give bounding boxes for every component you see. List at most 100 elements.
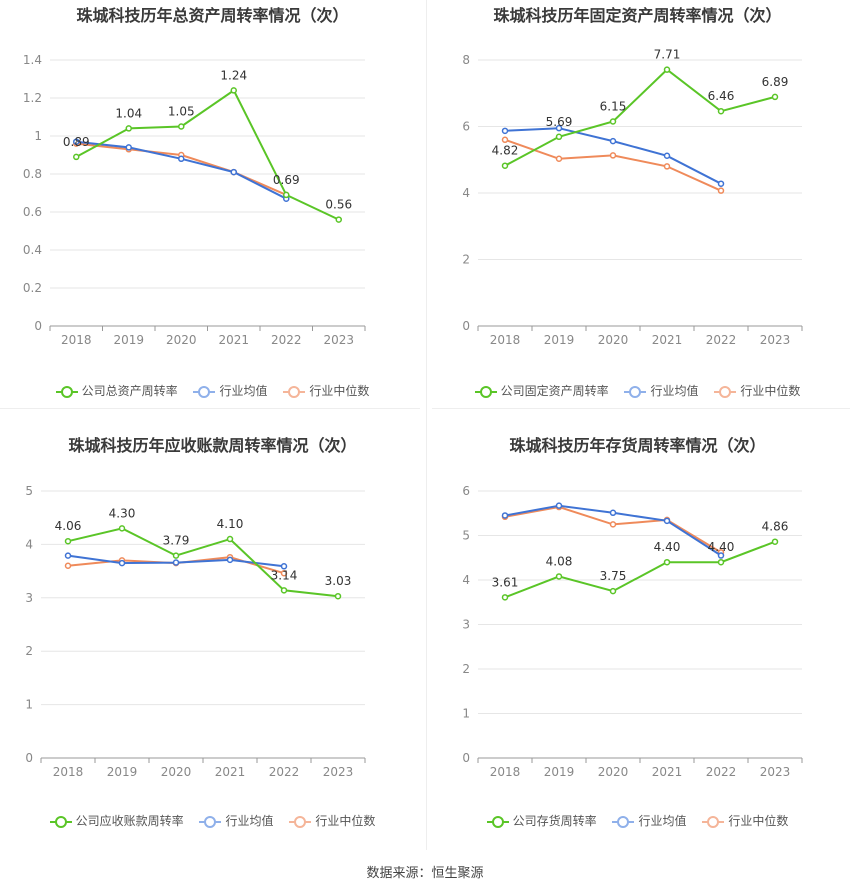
y-tick-label: 8: [462, 53, 470, 67]
average-point: [663, 517, 671, 525]
legend-item-company[interactable]: 公司总资产周转率: [55, 382, 178, 399]
legend-item-avg[interactable]: 行业均值: [199, 812, 274, 829]
data-label: 3.79: [163, 534, 190, 548]
legend-swatch-avg: [624, 385, 647, 398]
y-tick-label: 0: [25, 751, 33, 765]
company-point: [64, 537, 72, 545]
legend-item-company[interactable]: 公司存货周转率: [486, 812, 597, 829]
legend-label-company: 公司存货周转率: [512, 814, 597, 828]
legend-item-median[interactable]: 行业中位数: [702, 812, 788, 829]
average-point: [178, 155, 185, 163]
legend-swatch-company: [55, 385, 78, 398]
company-point: [555, 133, 563, 141]
legend-swatch-avg: [199, 815, 222, 828]
data-label: 3.61: [492, 575, 519, 589]
legend-item-median[interactable]: 行业中位数: [714, 382, 800, 399]
company-point: [501, 162, 509, 169]
chart-plot-area: 0 1 2 3 4 5 2018 2019 2020 2021 2022 2023 4.06 4.30 3.…: [25, 484, 366, 779]
median-line: [76, 142, 287, 196]
legend-swatch-median: [714, 385, 737, 398]
y-tick-label: 4: [462, 573, 470, 587]
average-point: [717, 552, 725, 559]
legend-item-company[interactable]: 公司固定资产周转率: [474, 382, 609, 399]
median-point: [501, 136, 509, 144]
chart-title: 珠城科技历年存货周转率情况（次）: [509, 436, 766, 455]
legend-item-company[interactable]: 公司应收账款周转率: [49, 812, 184, 829]
legend-swatch-company: [474, 385, 497, 398]
legend-label-median: 行业中位数: [315, 814, 376, 828]
x-tick-label: 2018: [490, 333, 521, 347]
x-tick-label: 2021: [218, 333, 249, 347]
data-label: 4.08: [546, 554, 573, 568]
chart-panel-total-assets-turnover: 珠城科技历年总资产周转率情况（次） 0 0.2 0.4 0.6 0.8 1 1.2 1.4 20…: [0, 0, 425, 430]
data-label: 3.03: [325, 574, 352, 588]
median-point: [717, 187, 725, 194]
company-point: [717, 107, 725, 115]
x-tick-label: 2023: [760, 765, 791, 779]
company-point: [663, 66, 671, 73]
x-tick-label: 2021: [215, 765, 246, 779]
company-point: [230, 87, 237, 94]
legend-label-company: 公司应收账款周转率: [75, 814, 184, 828]
average-line: [76, 140, 287, 200]
x-tick-label: 2018: [490, 765, 521, 779]
median-point: [609, 521, 617, 528]
legend-item-median[interactable]: 行业中位数: [289, 812, 375, 829]
legend-swatch-avg: [612, 815, 635, 828]
y-tick-label: 5: [25, 484, 33, 498]
legend-item-avg[interactable]: 行业均值: [193, 382, 268, 399]
y-tick-label: 6: [462, 484, 470, 498]
average-point: [226, 556, 234, 564]
chart-title: 珠城科技历年固定资产周转率情况（次）: [493, 6, 782, 25]
average-point: [501, 512, 509, 519]
y-tick-label: 2: [462, 253, 470, 267]
x-tick-label: 2019: [107, 765, 138, 779]
average-point: [172, 559, 180, 566]
y-tick-label: 3: [462, 618, 470, 632]
legend-swatch-avg: [193, 385, 216, 398]
legend-item-avg[interactable]: 行业均值: [624, 382, 699, 399]
data-label: 0.89: [63, 135, 90, 149]
legend-swatch-median: [283, 385, 306, 398]
data-label: 0.56: [325, 198, 352, 212]
x-tick-label: 2019: [113, 333, 144, 347]
median-point: [609, 152, 617, 159]
x-tick-label: 2020: [598, 333, 629, 347]
company-point: [717, 558, 725, 566]
y-tick-label: 0.2: [23, 281, 42, 295]
data-label: 6.89: [762, 75, 789, 89]
data-label: 1.24: [220, 68, 247, 82]
x-tick-label: 2022: [271, 333, 302, 347]
company-line: [67, 527, 339, 598]
average-point: [280, 563, 288, 570]
y-tick-label: 0.6: [23, 205, 42, 219]
company-point: [73, 153, 80, 161]
y-tick-label: 4: [462, 186, 470, 200]
x-tick-label: 2019: [544, 333, 575, 347]
x-tick-label: 2023: [323, 765, 354, 779]
legend-item-median[interactable]: 行业中位数: [283, 382, 369, 399]
average-point: [125, 144, 132, 151]
chart-legend: 公司存货周转率 行业均值 行业中位数: [425, 812, 850, 829]
legend-label-avg: 行业均值: [650, 384, 699, 398]
company-point: [609, 118, 617, 125]
chart-panel-inventory-turnover: 珠城科技历年存货周转率情况（次） 0 1 2 3 4 5 6 2018 2019 2020 2021…: [425, 430, 850, 860]
data-label: 3.75: [600, 569, 627, 583]
data-label: 3.14: [271, 568, 298, 582]
company-point: [125, 125, 132, 132]
average-point: [609, 137, 617, 145]
legend-item-avg[interactable]: 行业均值: [612, 812, 687, 829]
y-tick-label: 2: [25, 644, 33, 658]
legend-swatch-company: [49, 815, 72, 828]
average-point: [73, 138, 80, 145]
data-label: 0.69: [273, 173, 300, 187]
company-point: [609, 587, 617, 595]
median-point: [280, 569, 288, 577]
data-label: 4.82: [492, 144, 519, 158]
median-point: [663, 163, 671, 170]
median-point: [555, 155, 563, 163]
company-point: [771, 93, 779, 101]
data-label: 6.15: [600, 100, 627, 114]
data-label: 4.06: [55, 519, 82, 533]
x-tick-label: 2020: [161, 765, 192, 779]
